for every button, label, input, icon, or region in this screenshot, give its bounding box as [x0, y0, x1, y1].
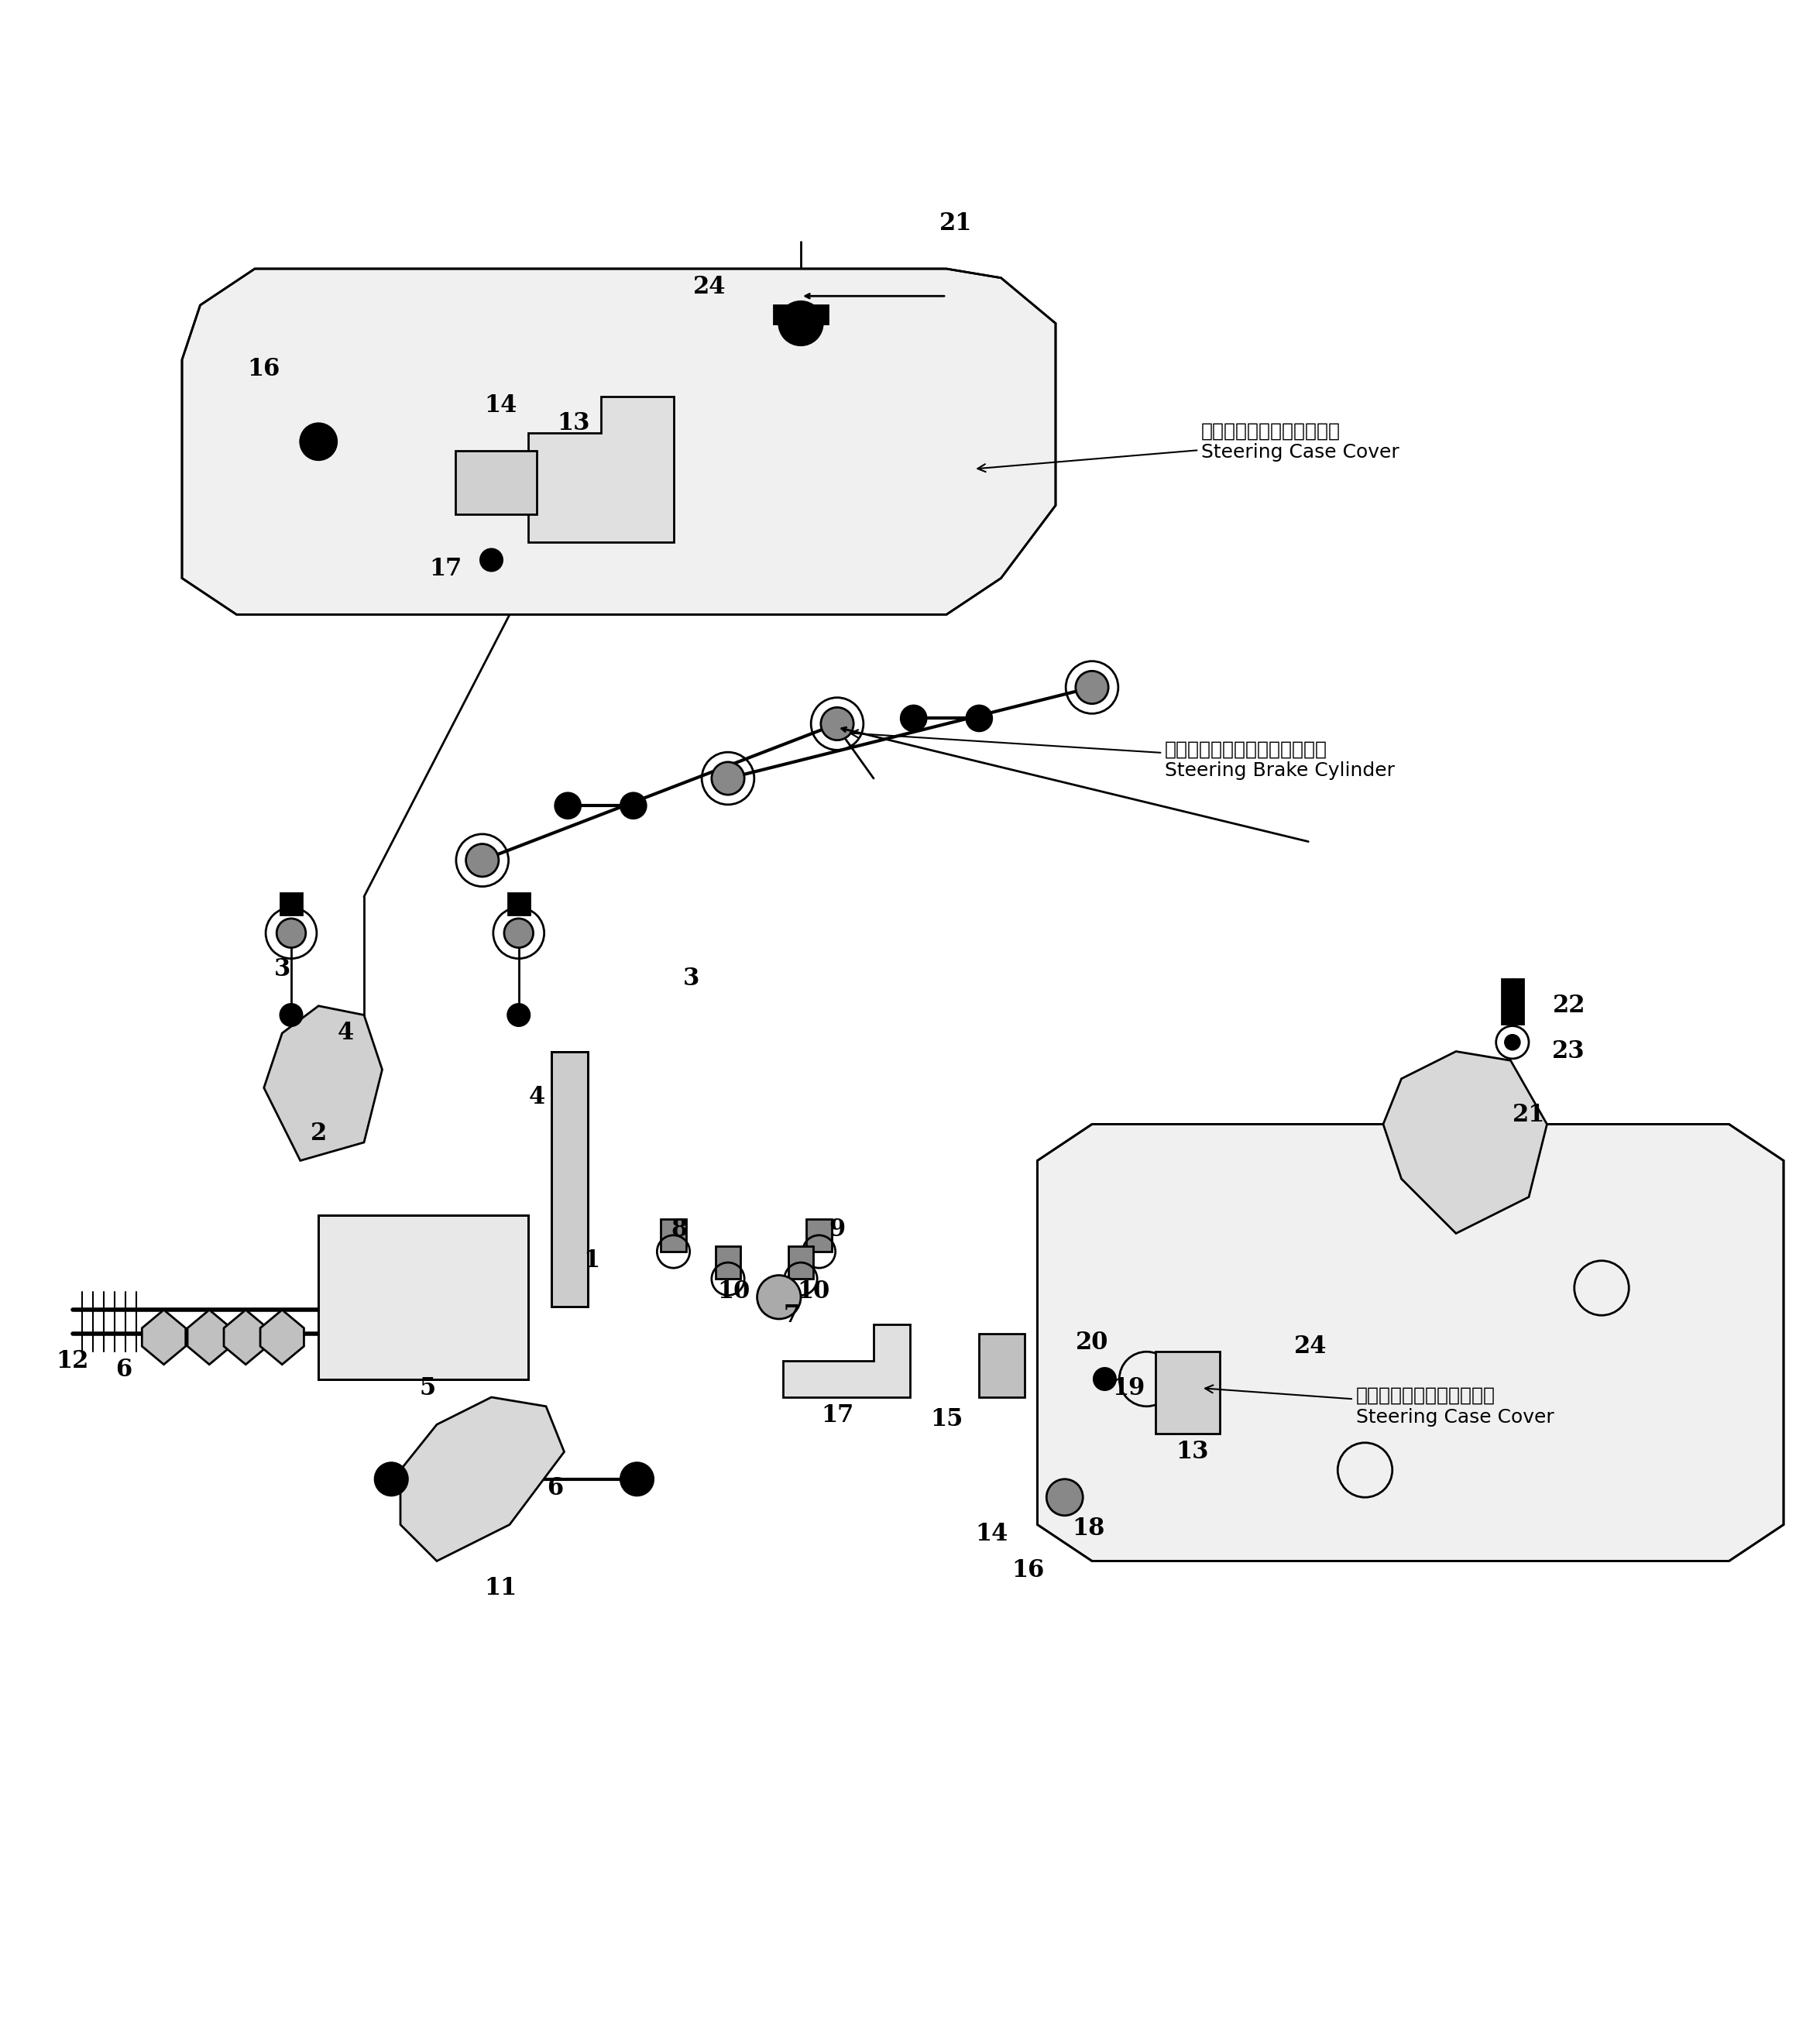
Circle shape — [1046, 1480, 1083, 1516]
Bar — [508, 893, 530, 916]
Circle shape — [712, 761, 744, 796]
Text: 2: 2 — [309, 1121, 328, 1145]
Text: 4: 4 — [337, 1021, 355, 1045]
Text: 17: 17 — [430, 556, 462, 581]
Text: 7: 7 — [784, 1303, 799, 1328]
Polygon shape — [783, 1324, 910, 1397]
Polygon shape — [528, 396, 673, 542]
Circle shape — [621, 794, 646, 818]
Circle shape — [821, 706, 854, 741]
Text: 23: 23 — [1552, 1039, 1585, 1064]
Bar — [788, 1246, 814, 1279]
Circle shape — [375, 1464, 408, 1496]
Polygon shape — [182, 268, 1056, 615]
Polygon shape — [1037, 1125, 1784, 1561]
Circle shape — [555, 794, 581, 818]
Circle shape — [901, 706, 926, 731]
Circle shape — [277, 918, 306, 948]
Bar — [1156, 1352, 1219, 1433]
Polygon shape — [260, 1309, 304, 1364]
Text: 4: 4 — [528, 1084, 546, 1108]
Polygon shape — [224, 1309, 268, 1364]
Bar — [551, 1052, 588, 1305]
Circle shape — [508, 1005, 530, 1025]
Bar — [979, 1334, 1025, 1397]
Text: 21: 21 — [1512, 1102, 1545, 1127]
Text: 16: 16 — [248, 357, 280, 382]
Circle shape — [966, 706, 992, 731]
Bar — [280, 893, 302, 916]
Text: 9: 9 — [830, 1218, 844, 1242]
Text: 17: 17 — [821, 1403, 854, 1427]
Text: 3: 3 — [273, 958, 291, 980]
Text: 22: 22 — [1552, 995, 1585, 1017]
Text: 5: 5 — [420, 1376, 435, 1401]
Text: ステアリングケースカバー
Steering Case Cover: ステアリングケースカバー Steering Case Cover — [977, 422, 1400, 471]
Text: 1: 1 — [584, 1248, 599, 1273]
Circle shape — [480, 548, 502, 570]
Polygon shape — [187, 1309, 231, 1364]
Bar — [1502, 978, 1523, 1023]
Circle shape — [466, 844, 499, 877]
Circle shape — [504, 918, 533, 948]
Circle shape — [779, 302, 823, 345]
Bar — [806, 1218, 832, 1253]
Bar — [715, 1246, 741, 1279]
Text: 24: 24 — [1294, 1334, 1327, 1358]
Bar — [455, 451, 537, 514]
Polygon shape — [1383, 1052, 1547, 1234]
Text: 14: 14 — [484, 394, 517, 418]
Circle shape — [757, 1275, 801, 1320]
Circle shape — [300, 424, 337, 461]
Text: 14: 14 — [976, 1522, 1008, 1545]
Circle shape — [1094, 1368, 1116, 1391]
Text: 10: 10 — [717, 1279, 750, 1303]
Text: 24: 24 — [693, 274, 726, 298]
Bar — [318, 1216, 528, 1378]
Circle shape — [621, 1464, 653, 1496]
Circle shape — [280, 1005, 302, 1025]
Polygon shape — [142, 1309, 186, 1364]
Text: 10: 10 — [797, 1279, 830, 1303]
Polygon shape — [264, 1007, 382, 1161]
Polygon shape — [400, 1397, 564, 1561]
Bar — [661, 1218, 686, 1253]
Text: 15: 15 — [930, 1407, 963, 1431]
Text: 8: 8 — [670, 1218, 688, 1242]
Circle shape — [1505, 1035, 1520, 1050]
Text: 19: 19 — [1112, 1376, 1145, 1401]
Text: 13: 13 — [1176, 1439, 1208, 1464]
Text: 20: 20 — [1076, 1330, 1108, 1354]
Text: ステアリングブレーキシリンダ
Steering Brake Cylinder: ステアリングブレーキシリンダ Steering Brake Cylinder — [850, 729, 1394, 780]
Circle shape — [1076, 672, 1108, 704]
Text: ステアリングケースカバー
Steering Case Cover: ステアリングケースカバー Steering Case Cover — [1205, 1384, 1554, 1427]
Text: 13: 13 — [557, 412, 590, 436]
Text: 21: 21 — [939, 211, 972, 235]
Text: 12: 12 — [56, 1348, 89, 1372]
Bar — [318, 1216, 528, 1378]
Text: 11: 11 — [484, 1577, 517, 1600]
Bar — [551, 1052, 588, 1305]
Bar — [774, 304, 828, 323]
Text: 18: 18 — [1072, 1516, 1105, 1541]
Text: 16: 16 — [1012, 1559, 1045, 1581]
Text: 6: 6 — [116, 1358, 131, 1382]
Text: 3: 3 — [682, 966, 701, 991]
Text: 6: 6 — [548, 1476, 562, 1500]
